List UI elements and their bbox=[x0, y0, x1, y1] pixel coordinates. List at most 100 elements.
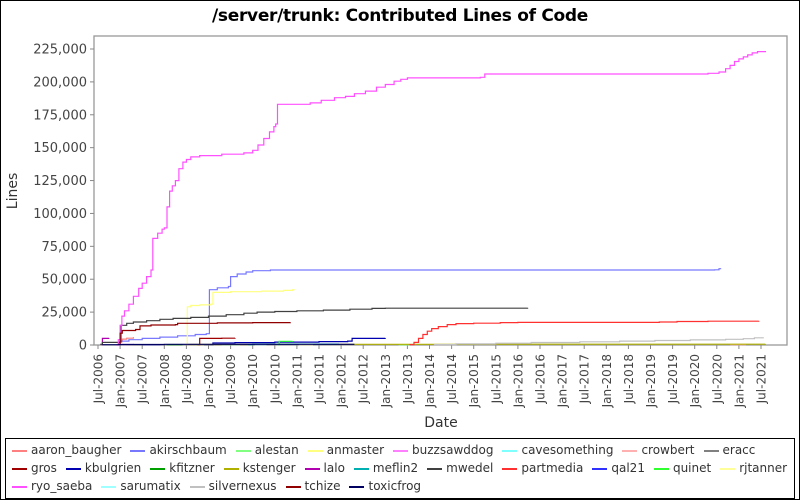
legend-label: quinet bbox=[672, 461, 712, 475]
plot-frame bbox=[93, 35, 788, 346]
legend-label: meflin2 bbox=[372, 461, 419, 475]
legend-label: rjtanner bbox=[739, 461, 788, 475]
y-tick-label: 125,000 bbox=[33, 174, 87, 189]
x-tick-label: Jul-2014 bbox=[445, 354, 459, 404]
series-line-akirschbaum bbox=[117, 268, 722, 345]
legend-swatch bbox=[235, 449, 251, 452]
legend-item: ryo_saeba bbox=[12, 478, 92, 495]
legend-item: sarumatix bbox=[101, 478, 181, 495]
series-line-gros bbox=[197, 337, 236, 346]
x-tick-label: Jan-2010 bbox=[246, 354, 260, 408]
y-tick-label: 50,000 bbox=[42, 273, 88, 288]
legend-swatch bbox=[223, 467, 239, 470]
x-tick-label: Jul-2015 bbox=[489, 354, 503, 404]
legend-item: quinet bbox=[653, 460, 712, 477]
x-tick-label: Jan-2020 bbox=[688, 354, 702, 408]
x-axis-label: Date bbox=[424, 415, 457, 431]
legend-swatch bbox=[502, 449, 518, 452]
legend-item: qal21 bbox=[592, 460, 645, 477]
legend-swatch bbox=[502, 467, 518, 470]
legend-swatch bbox=[150, 467, 166, 470]
legend-item: meflin2 bbox=[353, 460, 419, 477]
x-tick-label: Jul-2017 bbox=[578, 354, 592, 404]
legend-swatch bbox=[285, 485, 301, 488]
legend-swatch bbox=[427, 467, 443, 470]
legend-label: cavesomething bbox=[521, 443, 614, 457]
legend-label: akirschbaum bbox=[149, 443, 227, 457]
legend-swatch bbox=[622, 449, 638, 452]
legend-item: akirschbaum bbox=[130, 442, 227, 459]
x-tick-label: Jul-2008 bbox=[180, 354, 194, 404]
legend-item: crowbert bbox=[622, 442, 695, 459]
legend-label: kbulgrien bbox=[84, 461, 142, 475]
legend-item: rjtanner bbox=[720, 460, 787, 477]
legend-swatch bbox=[653, 467, 669, 470]
legend-swatch bbox=[189, 485, 205, 488]
legend-swatch bbox=[12, 467, 27, 470]
x-tick-label: Jan-2009 bbox=[202, 354, 216, 408]
legend-swatch bbox=[304, 467, 320, 470]
x-tick-label: Jan-2019 bbox=[644, 354, 658, 408]
x-tick-label: Jul-2010 bbox=[268, 354, 282, 404]
legend-label: kfitzner bbox=[169, 461, 215, 475]
legend-swatch bbox=[349, 485, 365, 488]
series-line-mwedel bbox=[100, 307, 529, 345]
legend-label: kstenger bbox=[242, 461, 296, 475]
x-tick-label: Jan-2012 bbox=[335, 354, 349, 408]
series-line-silvernexus bbox=[433, 337, 764, 346]
chart-title: /server/trunk: Contributed Lines of Code bbox=[212, 6, 588, 26]
legend-item: anmaster bbox=[307, 442, 384, 459]
y-tick-label: 100,000 bbox=[33, 207, 87, 222]
legend-swatch bbox=[592, 467, 608, 470]
x-tick-label: Jul-2011 bbox=[313, 354, 327, 404]
legend-item: partmedia bbox=[502, 460, 583, 477]
y-tick-label: 0 bbox=[79, 339, 87, 354]
x-tick-label: Jan-2011 bbox=[290, 354, 304, 408]
series-line-tchize bbox=[117, 322, 291, 345]
x-tick-label: Jul-2019 bbox=[666, 354, 680, 404]
x-tick-label: Jul-2006 bbox=[92, 354, 106, 404]
x-tick-label: Jan-2013 bbox=[379, 354, 393, 408]
series-line-anmaster bbox=[186, 289, 295, 345]
legend-label: sarumatix bbox=[120, 479, 181, 493]
legend-label: silvernexus bbox=[208, 479, 277, 493]
legend-swatch bbox=[130, 449, 146, 452]
legend-item: kbulgrien bbox=[65, 460, 142, 477]
x-tick-label: Jan-2016 bbox=[511, 354, 525, 408]
legend-swatch bbox=[307, 449, 323, 452]
legend-label: toxicfrog bbox=[368, 479, 422, 493]
y-tick-label: 200,000 bbox=[33, 75, 87, 90]
legend-item: kfitzner bbox=[150, 460, 215, 477]
legend-label: aaron_baugher bbox=[31, 443, 122, 457]
y-tick-label: 150,000 bbox=[33, 141, 87, 156]
series-line-kbulgrien bbox=[204, 337, 386, 346]
legend-label: partmedia bbox=[521, 461, 584, 475]
x-tick-label: Jan-2007 bbox=[114, 354, 128, 408]
x-tick-label: Jan-2015 bbox=[467, 354, 481, 408]
y-tick-label: 225,000 bbox=[33, 43, 87, 58]
legend-item: kstenger bbox=[223, 460, 296, 477]
legend-label: buzzsawddog bbox=[412, 443, 494, 457]
legend-label: eracc bbox=[722, 443, 756, 457]
legend-item: toxicfrog bbox=[349, 478, 421, 495]
legend-swatch bbox=[353, 467, 369, 470]
legend-label: ryo_saeba bbox=[31, 479, 93, 493]
y-tick-label: 175,000 bbox=[33, 108, 87, 123]
x-tick-label: Jul-2016 bbox=[534, 354, 548, 404]
x-tick-label: Jul-2012 bbox=[357, 354, 371, 404]
legend-swatch bbox=[12, 485, 27, 488]
legend-label: mwedel bbox=[446, 461, 494, 475]
legend-swatch bbox=[12, 449, 27, 452]
legend-item: mwedel bbox=[427, 460, 493, 477]
x-tick-label: Jul-2020 bbox=[710, 354, 724, 404]
plot-area: Lines Date 0 25,000 50,000 75,000 100,000 125… bbox=[5, 35, 788, 431]
legend-item: silvernexus bbox=[189, 478, 277, 495]
x-tick-label: Jan-2021 bbox=[732, 354, 746, 408]
legend-label: lalo bbox=[323, 461, 345, 475]
legend: aaron_baugher akirschbaum alestan anmaster b… bbox=[5, 438, 795, 499]
x-tick-label: Jan-2008 bbox=[158, 354, 172, 408]
x-tick-label: Jul-2013 bbox=[401, 354, 415, 404]
legend-swatch bbox=[101, 485, 117, 488]
legend-item: cavesomething bbox=[502, 442, 613, 459]
y-tick-label: 25,000 bbox=[42, 306, 88, 321]
